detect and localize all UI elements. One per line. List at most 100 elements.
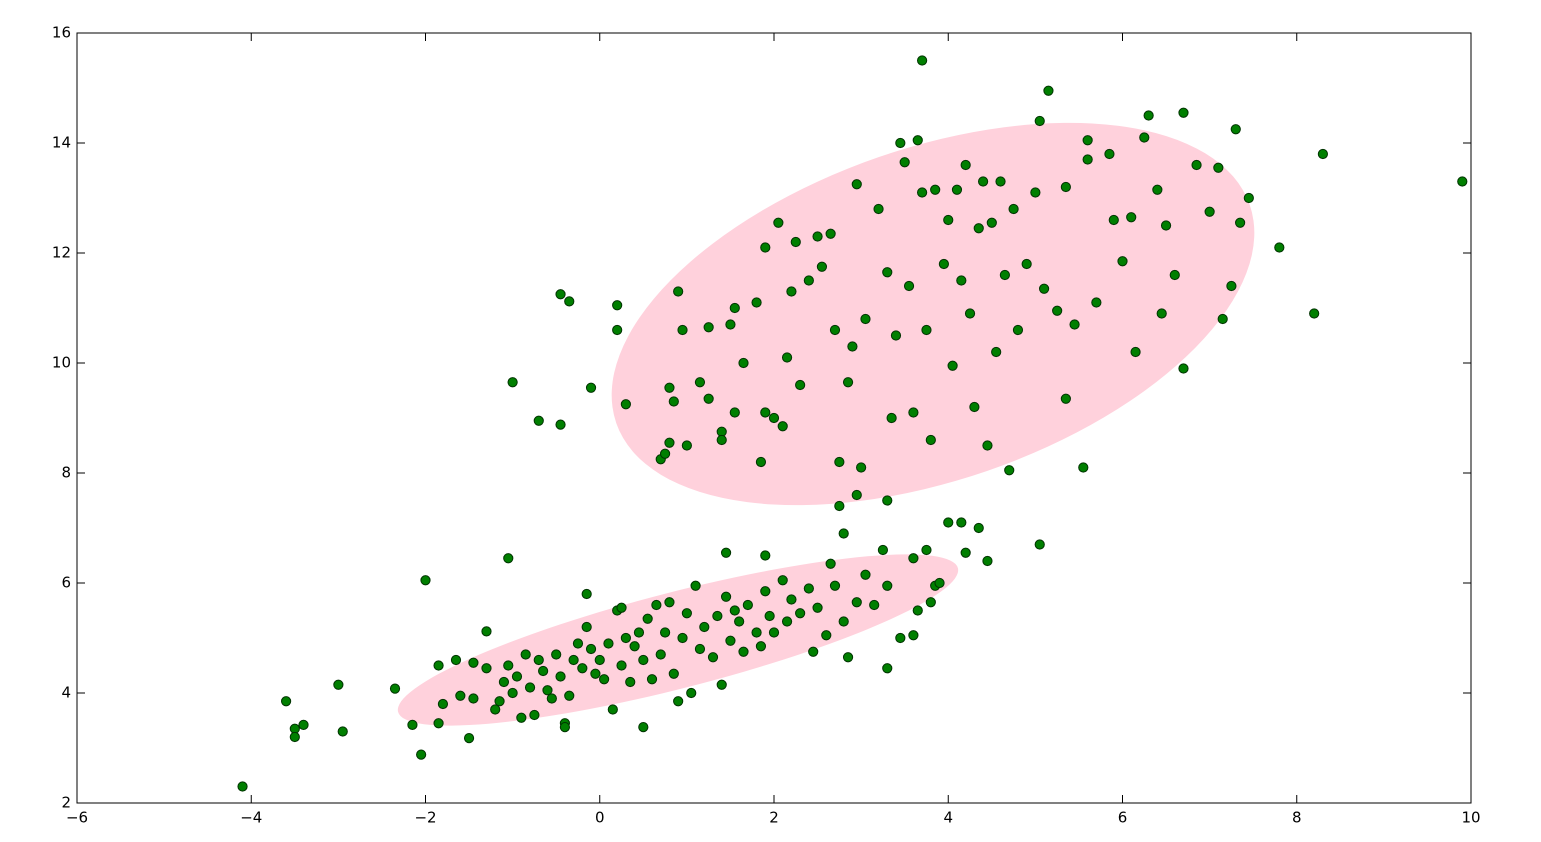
point — [790, 236, 801, 248]
point — [1243, 192, 1254, 204]
point — [1309, 308, 1320, 319]
point — [1213, 162, 1224, 173]
point — [829, 580, 841, 591]
point — [468, 657, 479, 668]
point — [921, 544, 932, 556]
point — [564, 296, 575, 307]
point — [925, 597, 936, 608]
point — [707, 652, 719, 663]
point — [729, 407, 740, 418]
point — [773, 217, 784, 228]
y-tick-label: 2 — [61, 794, 71, 812]
point — [777, 575, 788, 586]
point — [1043, 85, 1054, 96]
point — [1008, 203, 1019, 215]
point — [1021, 258, 1032, 270]
point — [1217, 313, 1228, 325]
point — [764, 610, 775, 622]
point — [420, 575, 431, 586]
point — [564, 690, 575, 701]
point — [1130, 346, 1141, 358]
point — [585, 643, 597, 655]
point — [921, 324, 932, 336]
point — [664, 437, 675, 448]
point — [1152, 184, 1163, 195]
point — [999, 269, 1010, 281]
point — [498, 676, 510, 688]
point — [455, 690, 466, 701]
point — [416, 749, 427, 760]
x-tick-label: 8 — [1292, 809, 1302, 827]
point — [982, 440, 993, 451]
point — [960, 159, 971, 171]
point — [882, 663, 893, 674]
point — [947, 360, 958, 371]
point — [738, 646, 749, 657]
point — [503, 660, 514, 671]
point — [760, 586, 771, 597]
point — [694, 377, 706, 388]
point — [873, 203, 884, 215]
point — [503, 553, 514, 564]
point — [786, 286, 797, 297]
point — [616, 602, 627, 613]
point — [856, 462, 867, 473]
point — [1108, 214, 1119, 226]
point — [964, 308, 976, 319]
point — [1317, 148, 1328, 160]
point — [494, 696, 505, 707]
point — [1191, 159, 1202, 171]
point — [577, 663, 588, 674]
point — [943, 517, 954, 528]
point — [407, 719, 418, 731]
x-tick-label: −2 — [414, 809, 436, 827]
point — [646, 674, 658, 685]
points — [237, 55, 1468, 792]
point — [877, 544, 889, 556]
point — [956, 517, 967, 528]
point — [237, 781, 248, 792]
point — [638, 722, 649, 733]
point — [895, 137, 906, 149]
point — [821, 630, 832, 641]
point — [995, 176, 1006, 187]
point — [481, 626, 492, 637]
point — [1052, 305, 1063, 316]
point — [834, 456, 845, 468]
point — [668, 668, 679, 679]
point — [664, 597, 675, 608]
point — [542, 685, 553, 696]
point — [659, 627, 671, 638]
point — [677, 632, 688, 644]
point — [851, 489, 862, 501]
point — [1139, 132, 1150, 143]
point — [712, 610, 723, 622]
point — [803, 275, 814, 286]
point — [734, 616, 745, 627]
point — [289, 731, 300, 743]
point — [869, 599, 880, 611]
point — [555, 289, 566, 300]
point — [1230, 124, 1241, 135]
point — [463, 733, 475, 744]
point — [716, 434, 727, 446]
x-tick-label: 2 — [769, 809, 779, 827]
point — [838, 528, 849, 539]
y-tick-label: 14 — [52, 134, 71, 152]
point — [511, 671, 523, 682]
point — [825, 228, 836, 239]
point — [1235, 217, 1246, 228]
point — [673, 696, 684, 707]
point — [664, 382, 675, 393]
point — [616, 660, 627, 671]
point — [642, 613, 653, 624]
point — [638, 654, 649, 666]
point — [581, 588, 592, 600]
point — [716, 679, 727, 690]
point — [690, 580, 701, 591]
point — [834, 500, 845, 512]
point — [812, 231, 823, 242]
point — [986, 217, 997, 228]
point — [603, 638, 614, 649]
